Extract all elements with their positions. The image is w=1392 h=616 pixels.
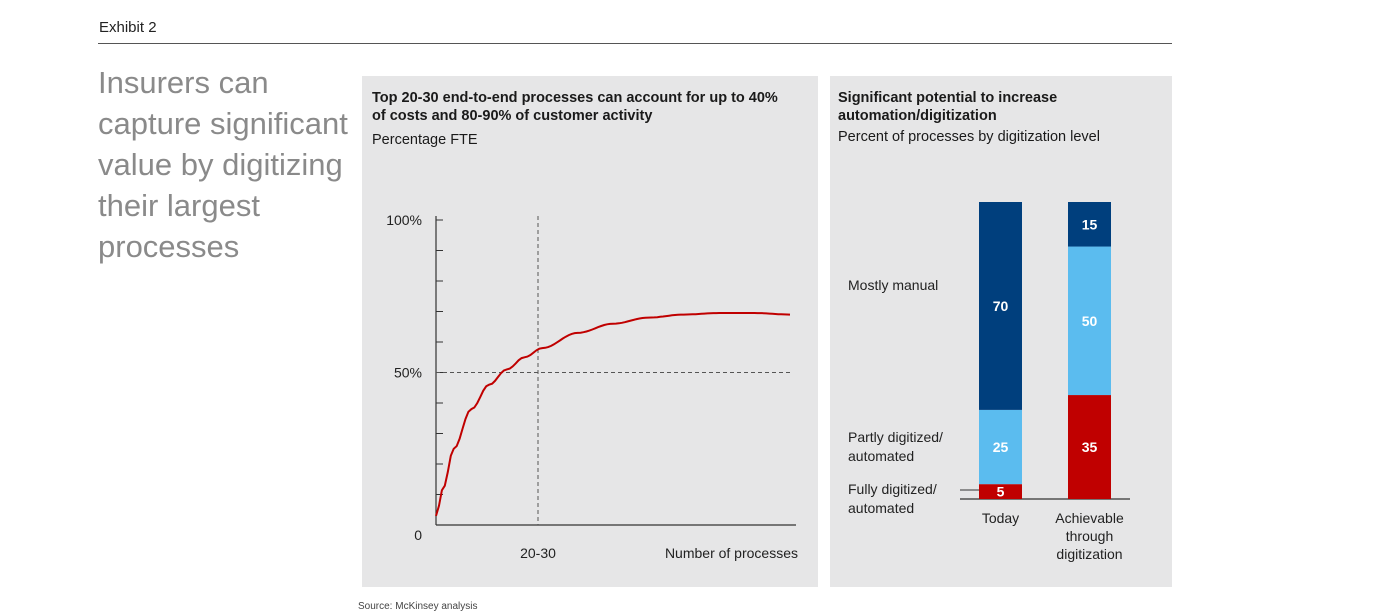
category-label-achievable: digitization xyxy=(1056,546,1122,562)
category-label-achievable: through xyxy=(1066,528,1113,544)
y-tick-label-50: 50% xyxy=(394,365,422,381)
stacked-bar-chart: 5 25 70 35 50 15 Today Achievable through digitiz… xyxy=(848,202,1130,562)
category-label-achievable: Achievable xyxy=(1055,510,1124,526)
series-label-mostly-manual: Mostly manual xyxy=(848,277,938,293)
left-chart-subtitle: Percentage FTE xyxy=(372,132,478,148)
series-label-fully-digitized: automated xyxy=(848,500,914,516)
headline: Insurers can capture significant value b… xyxy=(98,65,348,264)
right-chart-subtitle: Percent of processes by digitization lev… xyxy=(838,129,1100,145)
y-tick-label-100: 100% xyxy=(386,212,422,228)
bar-segment xyxy=(1068,202,1111,247)
source-note: Source: McKinsey analysis xyxy=(358,601,478,612)
x-tick-label-20-30: 20-30 xyxy=(520,545,556,561)
category-label-today: Today xyxy=(982,510,1019,526)
fte-curve xyxy=(435,312,791,517)
series-label-fully-digitized: Fully digitized/ xyxy=(848,481,937,497)
left-chart-title-line1: Top 20-30 end-to-end processes can accou… xyxy=(372,90,778,106)
x-axis-label: Number of processes xyxy=(665,545,798,561)
y-tick-label-0: 0 xyxy=(414,527,422,543)
right-chart-title-line2: automation/digitization xyxy=(838,108,997,124)
right-chart-title-line1: Significant potential to increase xyxy=(838,90,1058,106)
top-rule xyxy=(98,43,1172,44)
bar-value-label: 50 xyxy=(1082,313,1098,329)
left-chart-title-line2: of costs and 80-90% of customer activity xyxy=(372,108,653,124)
bar-segment xyxy=(979,202,1022,410)
line-chart: 0 50% 100% 20-30 Number of processes xyxy=(386,212,798,561)
right-chart-title: Significant potential to increase automa… xyxy=(838,89,1057,125)
exhibit-label: Exhibit 2 xyxy=(99,19,157,36)
right-chart-panel: Significant potential to increase automa… xyxy=(830,76,1172,587)
left-chart-title: Top 20-30 end-to-end processes can accou… xyxy=(372,89,778,125)
bar-value-label: 5 xyxy=(997,484,1005,500)
bar-value-label: 35 xyxy=(1082,439,1098,455)
bar-value-label: 70 xyxy=(993,298,1009,314)
bar-segment xyxy=(1068,395,1111,499)
bar-segment xyxy=(979,484,1022,499)
bar-segment xyxy=(979,409,1022,485)
bar-value-label: 15 xyxy=(1082,216,1098,232)
bar-value-label: 25 xyxy=(993,439,1009,455)
bar-segment xyxy=(1068,246,1111,396)
series-label-partly-digitized: automated xyxy=(848,448,914,464)
left-chart-panel: Top 20-30 end-to-end processes can accou… xyxy=(362,76,818,587)
series-label-partly-digitized: Partly digitized/ xyxy=(848,429,943,445)
